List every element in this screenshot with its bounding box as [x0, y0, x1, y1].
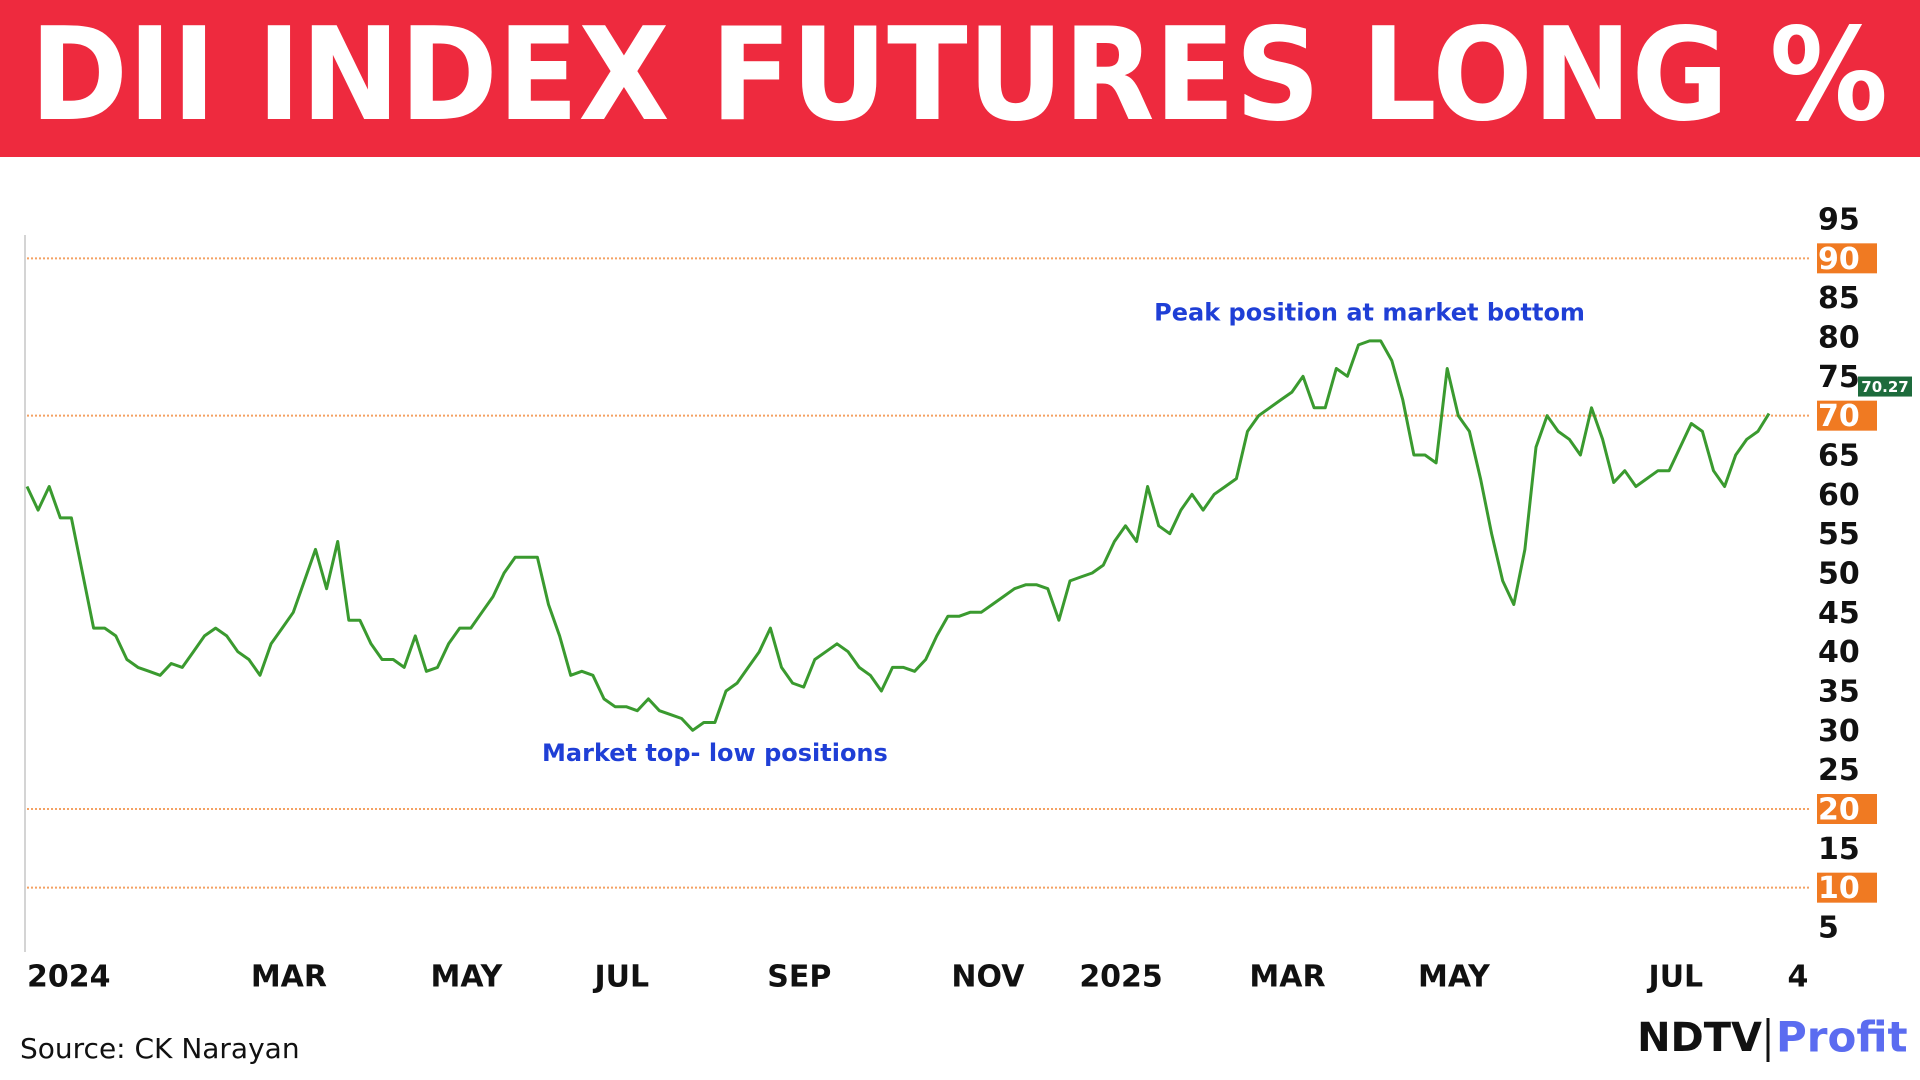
y-tick-label: 70 [1818, 399, 1860, 434]
y-tick-label: 60 [1818, 478, 1860, 513]
tick-highlight [1817, 400, 1877, 431]
x-tick-label: NOV [951, 960, 1025, 995]
logo-profit: Profit [1776, 1013, 1908, 1062]
x-tick-label: JUL [592, 960, 649, 995]
y-tick-label: 85 [1818, 281, 1860, 316]
y-tick-label: 50 [1818, 557, 1860, 592]
title-banner [0, 0, 1920, 157]
y-tick-label: 95 [1818, 203, 1860, 238]
y-tick-label: 65 [1818, 439, 1860, 474]
y-tick-label: 10 [1818, 871, 1860, 906]
y-tick-label: 45 [1818, 596, 1860, 631]
annotation: Market top- low positions [542, 739, 888, 767]
y-tick-label: 55 [1818, 517, 1860, 552]
y-tick-label: 30 [1818, 714, 1860, 749]
x-tick-label: SEP [767, 960, 831, 995]
x-tick-label: 2024 [27, 960, 111, 995]
y-tick-label: 75 [1818, 360, 1860, 395]
x-tick-label: MAY [430, 960, 503, 995]
y-tick-label: 20 [1818, 793, 1860, 828]
x-tick-label: JUL [1647, 960, 1704, 995]
x-tick-label: MAR [1249, 960, 1325, 995]
y-tick-label: 25 [1818, 753, 1860, 788]
chart-title: DII INDEX FUTURES LONG % [30, 1, 1888, 150]
y-tick-label: 40 [1818, 635, 1860, 670]
y-tick-label: 90 [1818, 242, 1860, 277]
y-tick-label: 15 [1818, 832, 1860, 867]
annotation: Peak position at market bottom [1154, 298, 1585, 326]
tick-highlight [1817, 872, 1877, 903]
x-tick-label: MAY [1418, 960, 1491, 995]
y-tick-label: 5 [1818, 911, 1839, 946]
tick-highlight [1817, 794, 1877, 824]
x-tick-label: 2025 [1079, 960, 1163, 995]
y-tick-label: 80 [1818, 321, 1860, 356]
x-tick-label: 4 [1787, 960, 1808, 995]
x-tick-label: MAR [251, 960, 327, 995]
data-line [25, 339, 1771, 732]
y-tick-label: 35 [1818, 675, 1860, 710]
last-value-label: 70.27 [1861, 378, 1908, 396]
source: Source: CK Narayan [20, 1032, 300, 1065]
last-value-box [1858, 376, 1912, 397]
tick-highlight [1817, 243, 1877, 274]
logo-ndtv: NDTV [1637, 1015, 1762, 1061]
